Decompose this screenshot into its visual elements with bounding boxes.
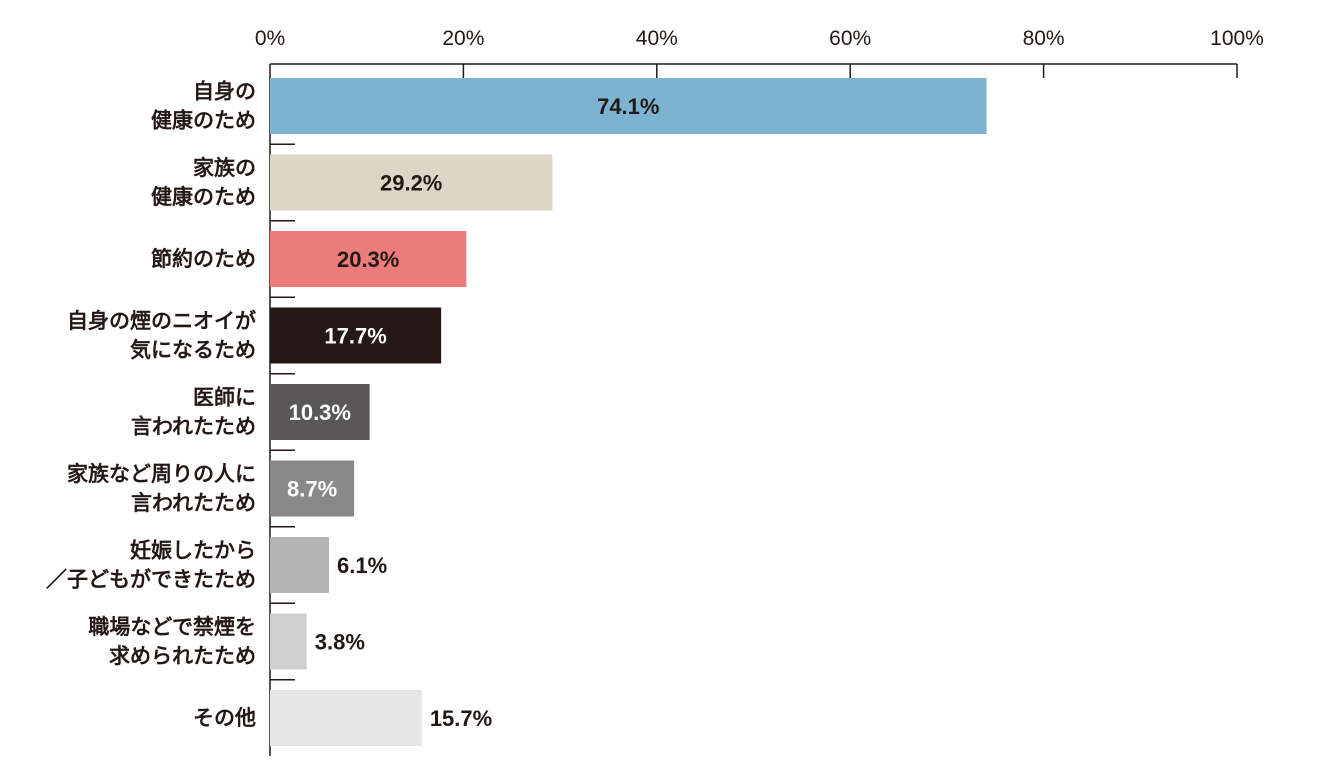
data-label: 15.7% <box>430 706 492 731</box>
axis-group: 0% 20% 40% 60% 80% 100% <box>255 27 1264 756</box>
data-label: 74.1% <box>597 94 659 119</box>
bar <box>270 460 355 517</box>
bar <box>270 537 329 593</box>
category-label: 自身の <box>193 80 256 104</box>
data-label: 17.7% <box>324 324 386 349</box>
bar <box>270 307 442 364</box>
category-label: 妊娠したから <box>130 539 256 563</box>
data-label: 29.2% <box>380 171 442 196</box>
x-tick-label: 20% <box>442 27 484 50</box>
category-label: 健康のため <box>151 109 256 133</box>
bar <box>270 154 553 211</box>
bars-group <box>270 78 987 746</box>
category-label: ／子どもができたため <box>46 568 256 592</box>
category-label: 医師に <box>193 386 256 410</box>
data-label: 3.8% <box>315 630 365 655</box>
category-label: 言われたため <box>131 491 256 515</box>
category-label: 気になるため <box>130 338 256 362</box>
data-label: 8.7% <box>287 477 337 502</box>
bar <box>270 78 987 134</box>
category-label: 健康のため <box>151 185 256 209</box>
category-label: 家族など周りの人に <box>67 462 256 486</box>
category-label: その他 <box>193 706 256 730</box>
x-tick-label: 40% <box>636 27 678 50</box>
data-label: 10.3% <box>289 400 351 425</box>
x-tick-label: 60% <box>829 27 871 50</box>
category-label: 節約のため <box>151 247 256 271</box>
bar <box>270 384 370 440</box>
x-tick-label: 0% <box>255 27 285 50</box>
labels-group: 74.1%自身の健康のため29.2%家族の健康のため20.3%節約のため17.7… <box>46 80 659 732</box>
category-label: 職場などで禁煙を <box>88 615 256 639</box>
bar <box>270 231 467 287</box>
category-label: 家族の <box>193 156 256 180</box>
x-tick-label: 100% <box>1210 27 1264 50</box>
x-tick-label: 80% <box>1023 27 1065 50</box>
category-label: 自身の煙のニオイが <box>67 309 256 333</box>
data-label: 20.3% <box>337 247 399 272</box>
category-label: 言われたため <box>131 415 256 439</box>
data-label: 6.1% <box>337 553 387 578</box>
bar <box>270 690 422 746</box>
bar <box>270 613 307 670</box>
category-label: 求められたため <box>109 644 256 668</box>
